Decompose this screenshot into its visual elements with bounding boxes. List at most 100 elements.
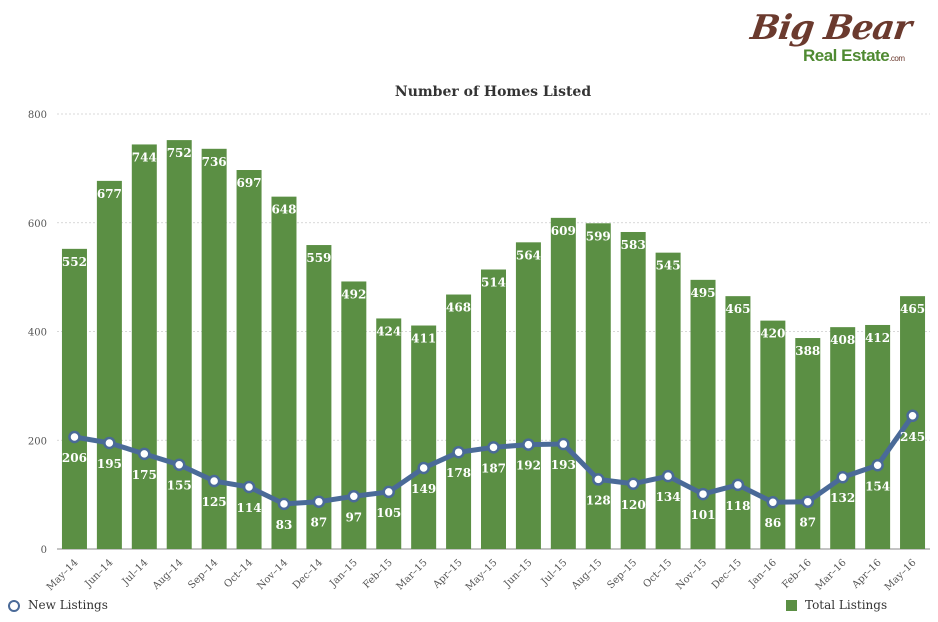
line-data-label: 101: [690, 508, 715, 522]
y-tick-label: 400: [28, 328, 47, 339]
y-tick-label: 0: [41, 545, 47, 556]
x-tick-label: Feb–16: [780, 557, 814, 591]
bars-total-listings: 552 677 744 752 736 697 648 559 492 424 411 468 514 5…: [61, 140, 926, 550]
line-point: [731, 478, 745, 492]
bar: [830, 327, 856, 549]
line-point: [871, 459, 884, 472]
line-data-label: 105: [376, 506, 401, 520]
bar-data-label: 495: [690, 286, 715, 300]
x-tick-label: Mar–16: [814, 557, 849, 592]
bar-data-label: 465: [725, 302, 750, 316]
line-data-label: 187: [481, 461, 506, 475]
y-tick-label: 200: [28, 436, 47, 447]
x-tick-label: Jun–14: [83, 557, 116, 590]
x-tick-label: Feb–15: [361, 557, 395, 591]
bar-data-label: 599: [586, 229, 611, 243]
bar-data-label: 752: [167, 146, 192, 160]
line-point: [766, 495, 780, 509]
x-tick-label: Sep–15: [605, 557, 639, 591]
x-tick-label: Jun–15: [502, 557, 535, 590]
line-point: [906, 409, 919, 423]
legend-circle-marker-icon: [8, 599, 20, 612]
bar: [760, 320, 786, 549]
line-point: [382, 485, 395, 499]
x-tick-label: Aug–14: [150, 557, 185, 592]
line-data-label: 206: [62, 451, 87, 465]
x-tick-label: Nov–14: [255, 557, 290, 592]
bar: [411, 325, 437, 549]
line-data-label: 192: [516, 459, 541, 473]
bar: [900, 296, 926, 549]
line-point: [242, 480, 256, 494]
bar-data-label: 559: [306, 251, 331, 265]
line-data-label: 87: [311, 516, 328, 530]
line-point: [836, 470, 849, 484]
bar: [271, 196, 297, 549]
legend-total-listings: Total Listings: [786, 598, 887, 612]
bar: [515, 242, 541, 549]
line-data-label: 86: [765, 516, 782, 530]
line-data-label: 83: [276, 518, 293, 532]
x-tick-label: Oct–14: [222, 557, 255, 590]
line-point: [417, 461, 430, 475]
line-data-label: 118: [725, 499, 750, 513]
line-point: [138, 447, 151, 461]
line-data-label: 125: [202, 495, 227, 509]
bar: [620, 231, 646, 549]
line-point: [626, 477, 640, 490]
line-data-label: 149: [411, 482, 436, 496]
bar: [690, 279, 716, 549]
line-point: [661, 469, 675, 483]
bar-data-label: 545: [656, 259, 681, 273]
line-point: [522, 438, 535, 451]
bar: [550, 217, 576, 549]
line-data-label: 132: [830, 491, 855, 505]
x-tick-label: Jul–14: [120, 557, 151, 588]
x-tick-label: Nov–15: [674, 557, 709, 592]
x-tick-label: Jul–15: [539, 557, 570, 588]
bar-data-label: 609: [551, 224, 576, 238]
line-data-label: 120: [621, 498, 646, 512]
bar: [376, 318, 402, 549]
x-tick-label: Apr–16: [850, 557, 884, 591]
y-axis: 0 200 400 600 800: [28, 110, 47, 556]
line-data-label: 114: [237, 501, 262, 515]
bar: [96, 180, 122, 549]
bar-data-label: 583: [621, 238, 646, 252]
legend-label-total-listings: Total Listings: [805, 598, 888, 612]
bar: [61, 248, 87, 549]
line-data-label: 134: [656, 490, 681, 504]
bar-data-label: 412: [865, 331, 890, 345]
bar: [341, 281, 367, 549]
bar-data-label: 564: [516, 248, 541, 262]
line-point: [68, 430, 81, 444]
bar-data-label: 408: [830, 333, 855, 347]
line-data-label: 245: [900, 430, 925, 444]
y-tick-label: 800: [28, 110, 47, 121]
line-data-label: 193: [551, 458, 576, 472]
x-tick-label: Oct–15: [641, 557, 674, 590]
line-point: [592, 473, 605, 486]
brand-logo: Big Bear Real Estate.com: [745, 8, 925, 70]
x-tick-label: May–15: [464, 557, 500, 593]
logo-real-estate-word: Real Estate: [803, 46, 890, 65]
bar: [201, 148, 227, 550]
bar: [446, 294, 472, 549]
bar: [131, 144, 157, 549]
bar: [865, 324, 891, 549]
bar-data-label: 552: [62, 255, 87, 269]
bar: [655, 252, 681, 549]
x-tick-label: Dec–14: [291, 557, 325, 591]
line-data-label: 178: [446, 466, 471, 480]
bar: [795, 338, 821, 549]
bar: [725, 296, 751, 549]
bar: [166, 140, 192, 549]
legend-square-marker-icon: [786, 600, 797, 611]
x-tick-label: May–14: [45, 557, 81, 593]
x-tick-label: Apr–15: [431, 557, 465, 591]
line-data-label: 155: [167, 479, 192, 493]
line-point: [277, 497, 291, 511]
x-tick-label: Mar–15: [395, 557, 430, 592]
line-point: [207, 474, 221, 488]
